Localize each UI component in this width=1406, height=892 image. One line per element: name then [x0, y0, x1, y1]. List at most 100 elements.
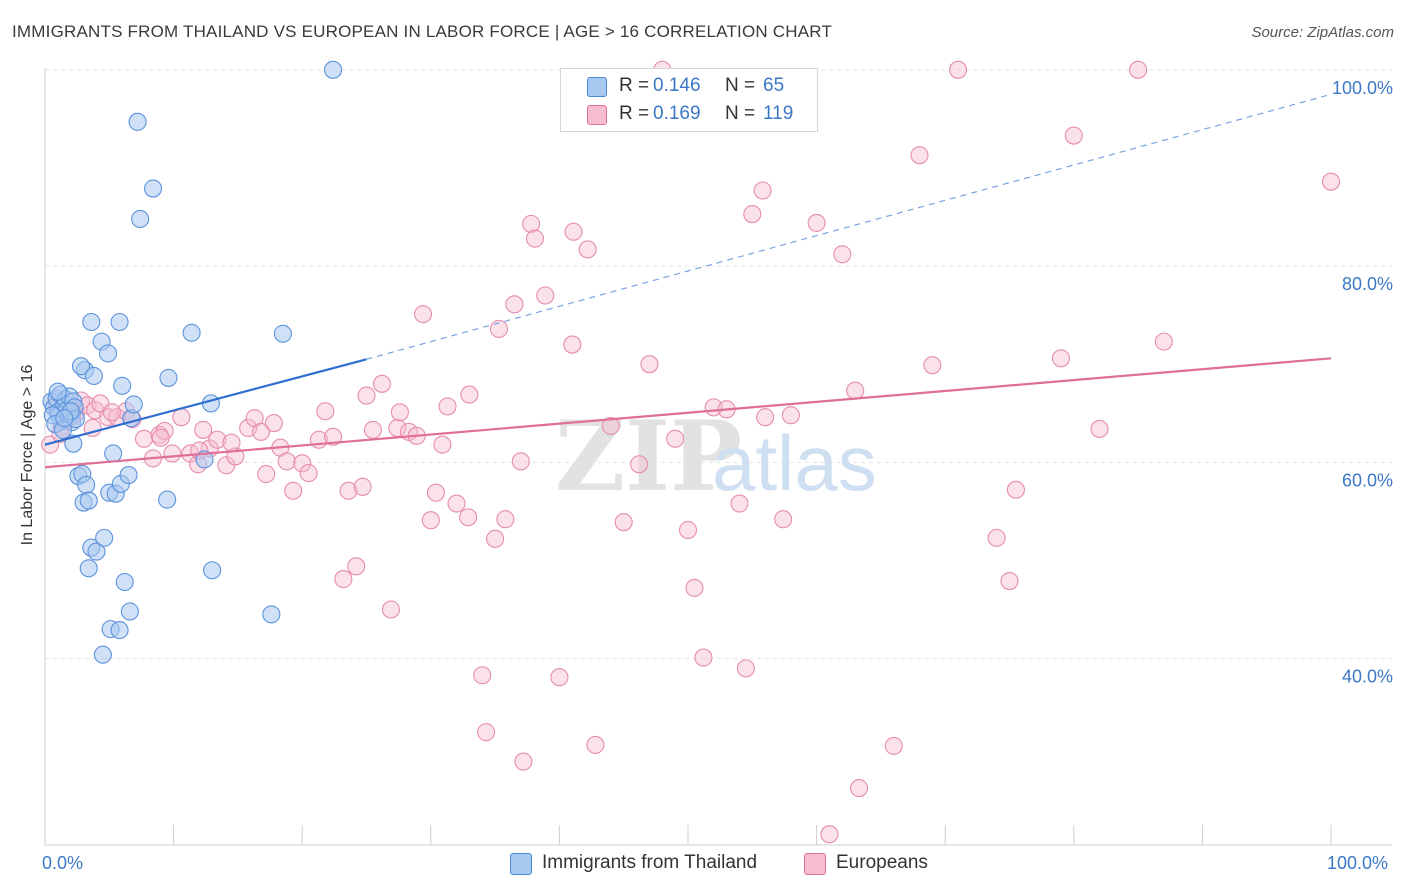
y-tick-label: 80.0% — [1342, 274, 1393, 294]
point-european — [640, 355, 659, 374]
legend-n-label: N = — [725, 75, 756, 96]
point-european — [685, 578, 704, 597]
point-european — [525, 229, 545, 248]
point-thailand — [115, 572, 134, 592]
point-european — [277, 452, 296, 471]
point-thailand — [93, 645, 112, 664]
point-european — [222, 433, 241, 452]
point-european — [293, 454, 312, 473]
point-european — [753, 181, 772, 200]
point-european — [923, 356, 942, 375]
point-european — [460, 385, 479, 404]
point-thailand — [113, 376, 132, 395]
point-thailand — [87, 542, 106, 561]
trend-line-thailand-extension — [366, 93, 1332, 360]
point-european — [357, 386, 376, 405]
point-thailand — [201, 394, 220, 413]
point-european — [514, 752, 533, 771]
point-european — [1321, 172, 1341, 191]
point-european — [536, 286, 555, 305]
point-european — [334, 570, 353, 589]
point-european — [426, 483, 445, 502]
point-european — [666, 429, 685, 448]
point-european — [849, 779, 869, 798]
point-thailand — [158, 490, 177, 509]
point-thailand — [71, 357, 91, 376]
point-european — [324, 427, 343, 446]
point-european — [347, 557, 366, 576]
legend-n-value: 65 — [763, 75, 785, 96]
point-thailand — [110, 621, 129, 640]
trend-line-thailand — [44, 358, 367, 446]
legend-swatch-blue — [510, 853, 532, 875]
point-european — [339, 481, 358, 500]
point-european — [1006, 480, 1025, 499]
point-european — [251, 422, 271, 441]
y-tick-label: 60.0% — [1342, 470, 1393, 490]
point-thailand — [64, 434, 83, 453]
point-european — [1051, 349, 1070, 368]
point-european — [884, 736, 903, 755]
point-european — [284, 481, 303, 500]
point-thailand — [84, 366, 103, 386]
chart-title: IMMIGRANTS FROM THAILAND VS EUROPEAN IN … — [12, 22, 833, 41]
point-european — [299, 464, 318, 483]
legend-r-value: 0.169 — [653, 103, 701, 124]
point-european — [820, 825, 839, 844]
point-european — [505, 295, 524, 314]
point-european — [363, 420, 382, 439]
y-tick-label: 100.0% — [1332, 78, 1393, 98]
legend-label-europeans: Europeans — [836, 852, 928, 873]
point-thailand — [77, 475, 96, 494]
point-thailand — [95, 528, 114, 547]
point-european — [774, 510, 793, 529]
point-european — [421, 511, 440, 530]
point-thailand — [262, 605, 281, 624]
x-axis-max-label: 100.0% — [1327, 853, 1389, 873]
point-thailand — [128, 112, 147, 131]
point-european — [381, 600, 400, 619]
point-thailand — [98, 344, 118, 363]
point-european — [743, 205, 762, 224]
watermark-zip: ZIP — [555, 400, 742, 513]
point-european — [833, 245, 852, 264]
legend-r-label: R = — [619, 75, 650, 96]
source-label: Source: ZipAtlas.com — [1251, 24, 1394, 41]
point-european — [511, 452, 530, 471]
point-european — [1000, 571, 1019, 591]
point-european — [414, 305, 433, 324]
point-european — [949, 60, 968, 79]
point-european — [756, 408, 775, 427]
point-european — [447, 494, 466, 513]
point-european — [614, 513, 633, 532]
trend-lines — [44, 93, 1332, 469]
point-european — [151, 428, 170, 447]
point-european — [496, 510, 515, 529]
series-thailand — [42, 60, 343, 664]
point-thailand — [124, 395, 143, 414]
point-european — [781, 406, 800, 425]
point-european — [473, 666, 492, 685]
point-european — [987, 528, 1006, 547]
point-european — [578, 240, 597, 259]
point-european — [807, 213, 826, 232]
point-european — [316, 402, 335, 421]
point-european — [550, 668, 569, 687]
point-european — [910, 146, 929, 165]
point-thailand — [79, 559, 98, 578]
point-thailand — [143, 179, 163, 198]
trend-line-europeans — [44, 357, 1332, 469]
point-thailand — [203, 561, 222, 580]
stats-legend: R = 0.146 N = 65 R = 0.169 N = 119 — [560, 68, 818, 132]
legend-swatch-pink — [587, 105, 607, 125]
point-european — [1154, 332, 1173, 351]
point-european — [163, 444, 182, 463]
point-thailand — [273, 324, 292, 343]
point-thailand — [110, 312, 129, 332]
x-axis-min-label: 0.0% — [42, 853, 84, 873]
point-european — [630, 455, 649, 474]
point-european — [390, 403, 409, 422]
point-european — [438, 397, 457, 416]
point-european — [846, 381, 865, 400]
